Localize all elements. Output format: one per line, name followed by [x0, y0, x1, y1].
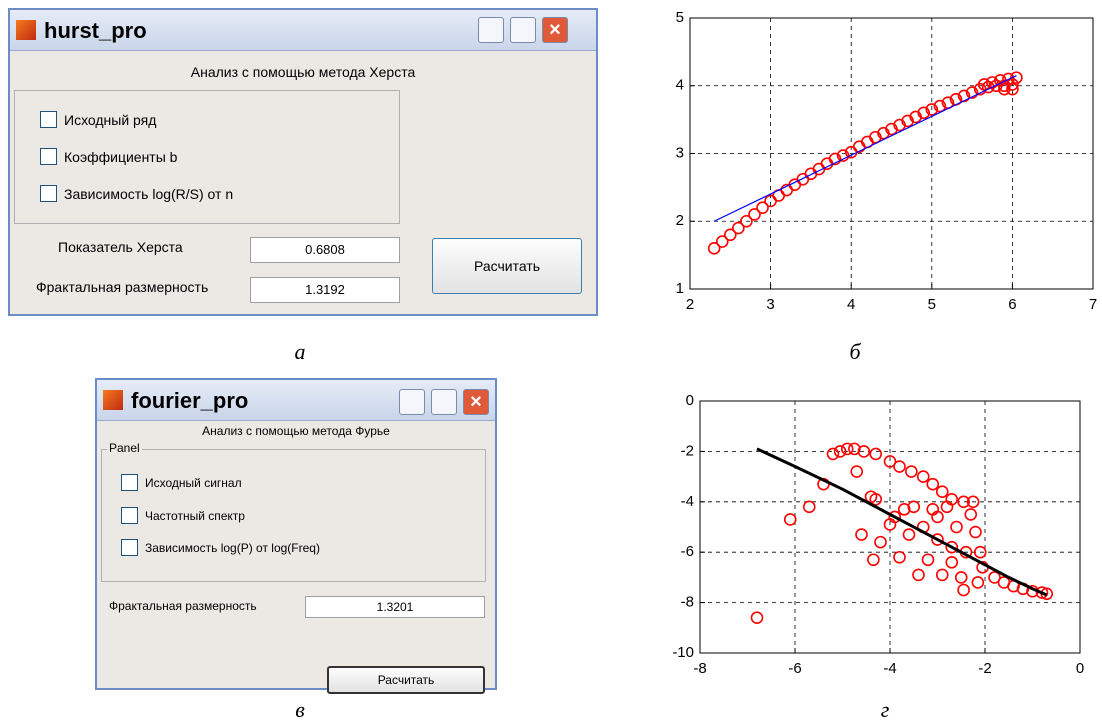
- checkbox[interactable]: Зависимость log(R/S) от n: [40, 185, 233, 202]
- x-tick-label: -6: [788, 660, 801, 677]
- x-tick-label: -4: [883, 660, 896, 677]
- y-tick-label: 5: [676, 9, 684, 26]
- x-tick-label: -8: [693, 660, 706, 677]
- y-tick-label: -10: [672, 644, 694, 661]
- y-tick-label: 1: [676, 280, 684, 297]
- plot-area: [700, 401, 1080, 653]
- field-label: Фрактальная размерность: [36, 279, 208, 295]
- page: а б в г 23456712345-8-6-4-20-10-8-6-4-20…: [0, 0, 1102, 724]
- close-button[interactable]: ×: [542, 17, 568, 43]
- text-field[interactable]: 0.6808: [250, 237, 400, 263]
- window-title: fourier_pro: [131, 388, 248, 414]
- checkbox-label: Исходный ряд: [64, 112, 156, 128]
- checkbox-label: Коэффициенты b: [64, 149, 177, 165]
- maximize-button[interactable]: [510, 17, 536, 43]
- caption: а: [295, 339, 306, 364]
- field-label: Фрактальная размерность: [109, 599, 257, 613]
- checkbox-label: Частотный спектр: [145, 509, 245, 523]
- checkbox-label: Исходный сигнал: [145, 476, 242, 490]
- maximize-button[interactable]: [431, 389, 457, 415]
- heading: Анализ с помощью метода Фурье: [97, 424, 495, 438]
- panel-title: Panel: [107, 441, 142, 455]
- x-tick-label: 6: [1008, 296, 1016, 313]
- hurst-window: hurst_pro × Анализ с помощью метода Херс…: [8, 8, 598, 316]
- calculate-button[interactable]: Расчитать: [327, 666, 485, 694]
- y-tick-label: 3: [676, 144, 684, 161]
- heading: Анализ с помощью метода Херста: [10, 64, 596, 80]
- title-bar: fourier_pro ×: [97, 380, 495, 421]
- x-tick-label: 2: [686, 296, 694, 313]
- close-button[interactable]: ×: [463, 389, 489, 415]
- checkbox[interactable]: Коэффициенты b: [40, 148, 177, 165]
- text-field[interactable]: 1.3192: [250, 277, 400, 303]
- checkbox[interactable]: Исходный сигнал: [121, 474, 242, 491]
- window-title: hurst_pro: [44, 18, 147, 44]
- field-label: Показатель Херста: [58, 239, 183, 255]
- x-tick-label: -2: [978, 660, 991, 677]
- minimize-button[interactable]: [399, 389, 425, 415]
- x-tick-label: 7: [1089, 296, 1097, 313]
- fourier-window: fourier_pro × Анализ с помощью метода Фу…: [95, 378, 497, 690]
- y-tick-label: 2: [676, 212, 684, 229]
- x-tick-label: 3: [766, 296, 774, 313]
- x-tick-label: 5: [928, 296, 936, 313]
- y-tick-label: 0: [686, 392, 694, 409]
- caption: г: [881, 697, 890, 722]
- checkbox-label: Зависимость log(R/S) от n: [64, 186, 233, 202]
- calculate-button[interactable]: Расчитать: [432, 238, 582, 294]
- text-field[interactable]: 1.3201: [305, 596, 485, 618]
- minimize-button[interactable]: [478, 17, 504, 43]
- app-icon: [16, 20, 36, 40]
- y-tick-label: -2: [681, 442, 694, 459]
- title-bar: hurst_pro ×: [10, 10, 596, 51]
- y-tick-label: -4: [681, 493, 694, 510]
- y-tick-label: -8: [681, 594, 694, 611]
- checkbox[interactable]: Частотный спектр: [121, 507, 245, 524]
- checkbox[interactable]: Зависимость log(P) от log(Freq): [121, 539, 320, 556]
- y-tick-label: -6: [681, 543, 694, 560]
- x-tick-label: 0: [1076, 660, 1084, 677]
- app-icon: [103, 390, 123, 410]
- x-tick-label: 4: [847, 296, 855, 313]
- checkbox[interactable]: Исходный ряд: [40, 111, 156, 128]
- caption: в: [295, 697, 305, 722]
- y-tick-label: 4: [676, 77, 684, 94]
- checkbox-label: Зависимость log(P) от log(Freq): [145, 541, 320, 555]
- caption: б: [849, 339, 861, 364]
